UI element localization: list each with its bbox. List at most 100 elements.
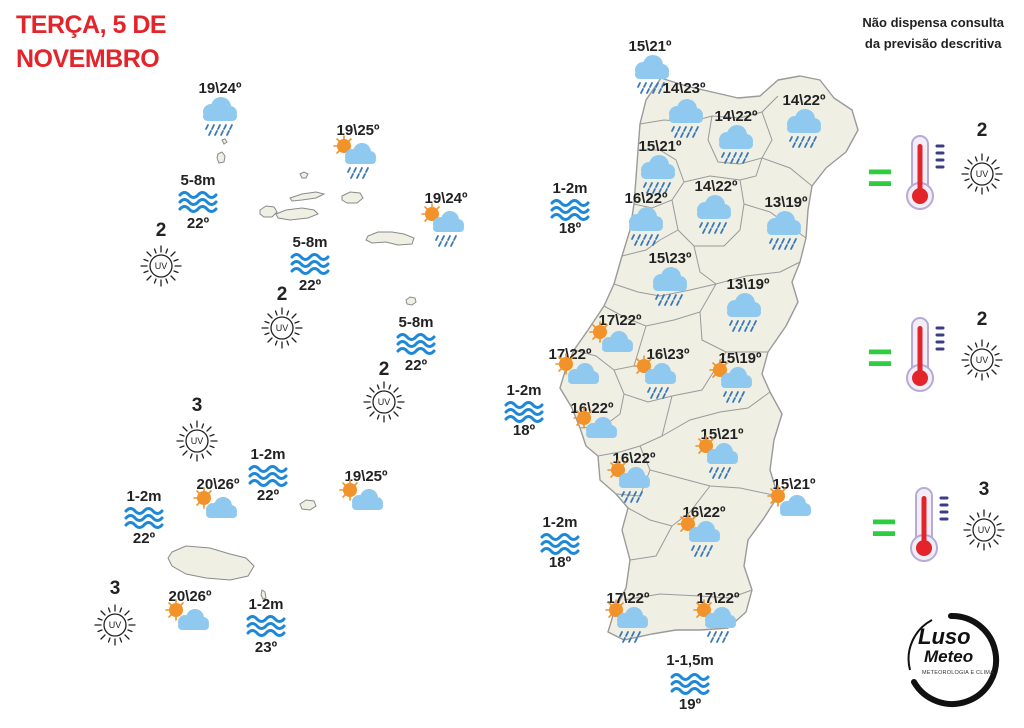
sea-temp-label: 22º: [405, 357, 428, 374]
sea-temp-label: 18º: [549, 554, 572, 571]
wave-height-label: 1-2m: [248, 596, 283, 613]
uv-label: UV: [191, 436, 204, 446]
brand-tagline: METEOROLOGIA E CLIMA: [922, 670, 994, 676]
uv-label: UV: [976, 169, 989, 179]
uv-index-value: 2: [277, 284, 288, 305]
uv-index-value: 3: [110, 578, 121, 599]
mainland-temp-label: 17\22º: [598, 312, 642, 329]
island-santa-maria: [405, 296, 417, 306]
waves-icon: [124, 507, 164, 529]
uv-label: UV: [109, 620, 122, 630]
sea-temp-label: 18º: [513, 422, 536, 439]
island-graciosa: [299, 171, 309, 179]
title-line-1: TERÇA, 5 DE: [16, 11, 167, 39]
wave-height-label: 5-8m: [292, 234, 327, 251]
island-faial: [259, 205, 278, 218]
cloud-rain-icon: [202, 96, 238, 136]
sun-cloud-rain-icon: [333, 135, 377, 179]
madeira-weather: 20\26º 19\25º 20\26º 1-2m 22º 1-2m 22º 1…: [94, 395, 388, 656]
waves-icon: [396, 333, 436, 355]
uv-label: UV: [155, 261, 168, 271]
island-terceira: [341, 191, 364, 204]
mainland-portugal-map: [559, 75, 859, 641]
thermometer-icon: [905, 134, 945, 211]
mainland-temp-label: 17\22º: [548, 346, 592, 363]
sea-temp-label: 22º: [299, 277, 322, 294]
madeira-temp-label: 20\26º: [168, 588, 212, 605]
sea-temp-label: 22º: [187, 215, 210, 232]
waves-icon: [246, 615, 286, 637]
island-porto-santo: [299, 499, 317, 511]
uv-index-value: 3: [979, 479, 990, 500]
wave-height-label: 5-8m: [398, 314, 433, 331]
mainland-temp-label: 15\19º: [718, 350, 762, 367]
mainland-temp-label: 16\22º: [624, 190, 668, 207]
mainland-temp-label: 14\22º: [714, 108, 758, 125]
island-madeira: [167, 545, 255, 581]
brand-name-1: Luso: [918, 624, 971, 649]
note-line-2: da previsão descritiva: [864, 36, 1002, 51]
mainland-temp-label: 15\21º: [628, 38, 672, 55]
mainland-temp-label: 15\21º: [772, 476, 816, 493]
azores-temp-label: 19\24º: [198, 80, 242, 97]
mainland-temp-label: 13\19º: [764, 194, 808, 211]
sun-cloud-rain-icon: [421, 203, 465, 247]
mainland-temp-label: 14\22º: [694, 178, 738, 195]
sea-temp-label: 22º: [133, 530, 156, 547]
mainland-temp-label: 15\21º: [700, 426, 744, 443]
note-line-1: Não dispensa consulta: [862, 15, 1004, 30]
equal-icon: =: [867, 333, 893, 382]
uv-summary: = 2 UV = 2 UV = 3 UV: [867, 120, 1005, 563]
mainland-temp-label: 14\22º: [782, 92, 826, 109]
uv-index-value: 2: [379, 359, 390, 380]
mainland-temp-label: 16\23º: [646, 346, 690, 363]
mainland-temp-label: 15\23º: [648, 250, 692, 267]
azores-temp-label: 19\25º: [336, 122, 380, 139]
waves-icon: [248, 465, 288, 487]
uv-label: UV: [378, 397, 391, 407]
wave-height-label: 1-2m: [506, 382, 541, 399]
mainland-temp-label: 13\19º: [726, 276, 770, 293]
mainland-outline: [559, 75, 859, 641]
wave-height-label: 1-2m: [250, 446, 285, 463]
sea-temp-label: 18º: [559, 220, 582, 237]
island-desertas: [260, 589, 267, 600]
uv-index-value: 2: [156, 220, 167, 241]
waves-icon: [550, 199, 590, 221]
wave-height-label: 1-2m: [542, 514, 577, 531]
island-flores: [216, 151, 226, 164]
azores-weather: 19\24º 19\25º 19\24º 5-8m 22º 5-8m 22º 5…: [140, 80, 468, 423]
island-sao-miguel: [365, 231, 415, 246]
island-pico: [275, 207, 319, 221]
waves-icon: [178, 191, 218, 213]
azores-temp-label: 19\24º: [424, 190, 468, 207]
equal-icon: =: [867, 153, 893, 202]
mainland-temp-label: 15\21º: [638, 138, 682, 155]
sea-temp-label: 22º: [257, 487, 280, 504]
mainland-sea-conditions: 1-2m 18º 1-2m 18º 1-2m 18º 1-1,5m 19º: [504, 180, 714, 713]
island-corvo: [221, 138, 228, 145]
waves-icon: [504, 401, 544, 423]
mainland-temp-label: 17\22º: [696, 590, 740, 607]
waves-icon: [540, 533, 580, 555]
wave-height-label: 5-8m: [180, 172, 215, 189]
mainland-temp-label: 14\23º: [662, 80, 706, 97]
mainland-temp-label: 17\22º: [606, 590, 650, 607]
uv-label: UV: [976, 355, 989, 365]
uv-index-value: 2: [977, 309, 988, 330]
madeira-islands: [167, 499, 317, 600]
title-line-2: NOVEMBRO: [16, 45, 160, 73]
thermometer-icon: [909, 486, 949, 563]
sea-temp-label: 23º: [255, 639, 278, 656]
logo-ring: [907, 612, 1000, 707]
sea-temp-label: 19º: [679, 696, 702, 713]
mainland-temp-label: 16\22º: [682, 504, 726, 521]
thermometer-icon: [905, 316, 945, 393]
district-borders: [573, 95, 813, 601]
brand-name-2: Meteo: [924, 647, 974, 666]
uv-label: UV: [276, 323, 289, 333]
azores-islands: [216, 138, 417, 306]
page-title: TERÇA, 5 DE NOVEMBRO: [16, 8, 167, 76]
waves-icon: [290, 253, 330, 275]
disclaimer-note: Não dispensa consulta da previsão descri…: [862, 12, 1004, 54]
